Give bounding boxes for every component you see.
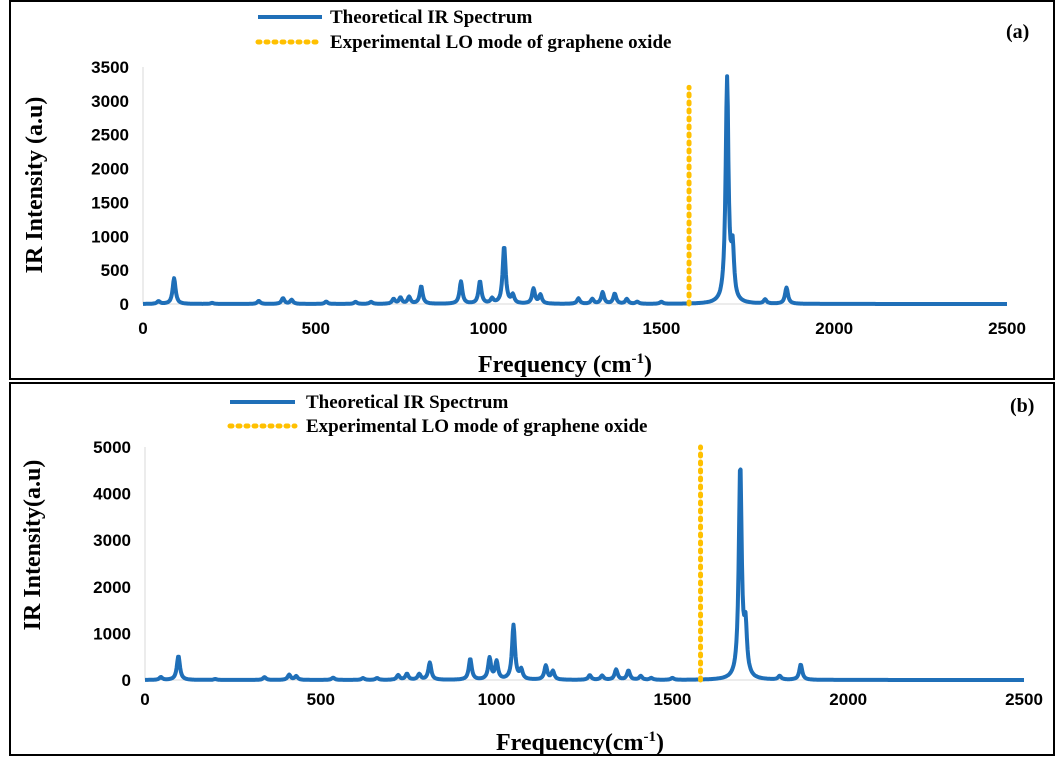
panel-b-x-tick-label: 1000 [478, 690, 516, 709]
panel-b-y-tick-label: 1000 [93, 624, 131, 643]
panel-a-label: (a) [1006, 21, 1029, 43]
panel-a-y-tick-label: 2500 [91, 126, 129, 145]
panel-a-x-tick-label: 2000 [815, 319, 853, 338]
panel-b-legend-label-experimental: Experimental LO mode of graphene oxide [306, 416, 647, 437]
panel-a-y-tick-label: 3500 [91, 58, 129, 77]
panel-b-y-tick-label: 2000 [93, 578, 131, 597]
panel-b-x-axis-title: Frequency(cm-1) [496, 729, 664, 756]
panel-b-x-tick-label: 2500 [1005, 690, 1043, 709]
panel-a-y-tick-label: 3000 [91, 92, 129, 111]
panel-a-series-theoretical-line [141, 74, 1009, 306]
panel-b-y-tick-label: 5000 [93, 438, 131, 457]
panel-b-x-tick-label: 2000 [829, 690, 867, 709]
panel-a-y-tick-label: 1000 [91, 227, 129, 246]
panel-b-series-theoretical-line [143, 467, 1026, 682]
panel-b-x-tick-label: 1500 [653, 690, 691, 709]
panel-a-y-tick-label: 0 [120, 295, 129, 314]
panel-b-border [9, 382, 1055, 756]
panel-a-y-axis-title: IR Intensity (a.u) [22, 97, 48, 274]
panel-b-x-tick-label: 500 [307, 690, 335, 709]
panel-a-x-tick-label: 500 [302, 319, 330, 338]
panel-a-y-tick-label: 500 [101, 261, 129, 280]
panel-a-x-tick-label: 0 [138, 319, 147, 338]
panel-a-x-axis-title: Frequency (cm-1) [478, 351, 652, 378]
panel-b-y-tick-label: 4000 [93, 485, 131, 504]
panel-a-x-tick-label: 2500 [988, 319, 1026, 338]
panel-a-x-tick-label: 1500 [642, 319, 680, 338]
panel-b-y-tick-label: 0 [122, 671, 131, 690]
panel-b-label: (b) [1010, 395, 1034, 417]
panel-b-plot-area: 0 1000 2000 3000 4000 5000 0 500 1000 1500 2000 250… [93, 438, 1043, 709]
panel-a-y-tick-label: 2000 [91, 160, 129, 179]
chart-panel-a: 0 500 1000 1500 2000 2500 3000 3500 0 500 1000 1500… [9, 0, 1055, 380]
chart-panel-b: 0 1000 2000 3000 4000 5000 0 500 1000 1500 2000 250… [9, 382, 1055, 756]
panel-a-legend-label-experimental: Experimental LO mode of graphene oxide [330, 32, 671, 53]
panel-a-border [9, 0, 1055, 380]
panel-b-y-axis-title: IR Intensity(a.u) [20, 460, 46, 631]
panel-b-legend-label-theoretical: Theoretical IR Spectrum [306, 392, 508, 413]
panel-a-plot-area: 0 500 1000 1500 2000 2500 3000 3500 0 500 1000 1500… [91, 58, 1026, 338]
panel-a-legend-label-theoretical: Theoretical IR Spectrum [330, 7, 532, 28]
panel-a-x-tick-label: 1000 [470, 319, 508, 338]
panel-a-y-tick-label: 1500 [91, 193, 129, 212]
panel-b-y-tick-label: 3000 [93, 531, 131, 550]
panel-b-x-tick-label: 0 [140, 690, 149, 709]
